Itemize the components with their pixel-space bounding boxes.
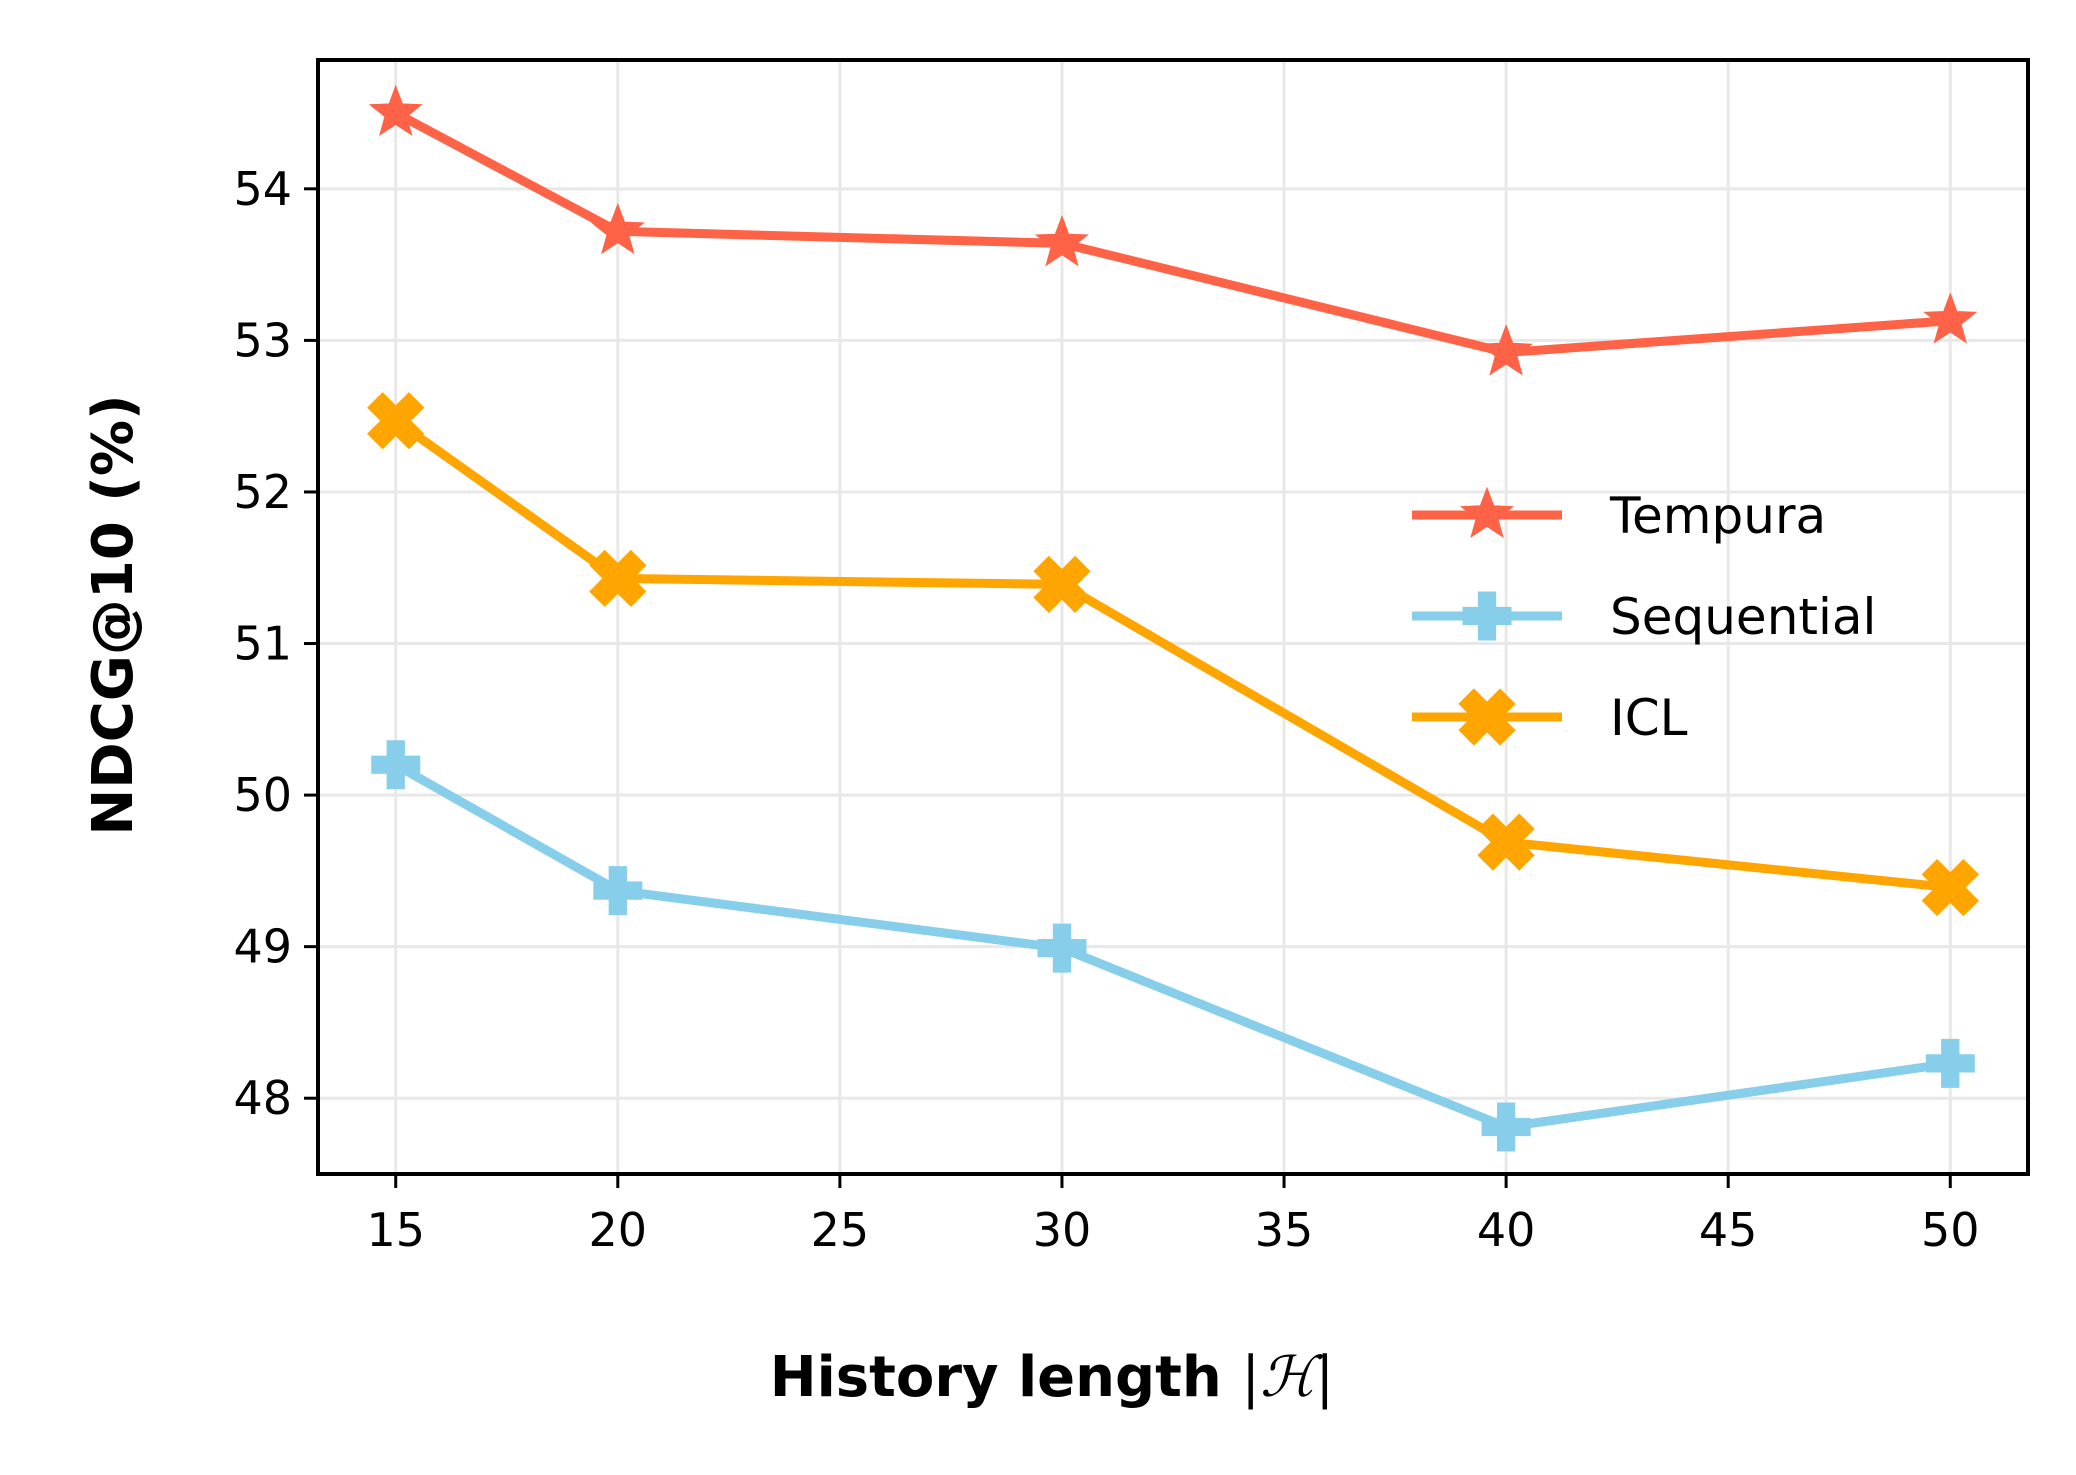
series-layer [367,84,1979,1152]
data-point-sequential [1925,1038,1975,1088]
data-point-icl [1477,813,1535,871]
x-axis-title: History length |ℋ| [770,1345,1335,1410]
x-axis: 15 20 25 30 35 40 45 50 [366,1174,1980,1257]
x-tick-label: 40 [1477,1203,1536,1257]
data-point-tempura [1034,214,1089,267]
data-point-sequential [1481,1102,1531,1152]
legend-star-icon [1459,486,1515,538]
data-point-tempura [1479,324,1534,376]
series-sequential [371,740,1975,1152]
x-tick-label: 30 [1033,1203,1092,1257]
y-tick-label: 52 [233,465,292,519]
y-tick-label: 54 [233,162,292,216]
data-point-icl [1921,858,1979,917]
x-axis-title-text: History length [770,1345,1242,1410]
legend-plus-icon [1462,591,1512,641]
x-tick-label: 20 [589,1203,648,1257]
legend-label-tempura: Tempura [1609,487,1826,545]
legend: Tempura Sequential ICL [1412,486,1876,747]
data-point-icl [367,392,425,450]
y-tick-label: 51 [233,617,292,671]
y-axis-title: NDCG@10 (%) [81,394,146,835]
x-tick-label: 35 [1255,1203,1314,1257]
data-point-icl [589,549,647,607]
x-tick-label: 50 [1921,1203,1980,1257]
legend-x-icon [1458,688,1516,746]
x-tick-label: 45 [1699,1203,1758,1257]
y-tick-label: 48 [233,1071,292,1125]
legend-label-icl: ICL [1610,689,1688,747]
data-point-icl [1033,555,1091,614]
legend-item-tempura: Tempura [1412,486,1826,545]
x-tick-label: 25 [811,1203,870,1257]
data-point-tempura [590,202,645,255]
data-point-sequential [593,866,643,916]
series-tempura [368,84,1978,376]
data-point-tempura [1923,292,1978,344]
x-axis-title-math: |ℋ| [1241,1345,1334,1410]
data-point-sequential [1037,923,1087,973]
y-tick-label: 53 [233,313,292,367]
data-point-sequential [371,740,421,790]
x-tick-label: 15 [366,1203,425,1257]
y-tick-label: 50 [233,768,292,822]
plot-area [316,58,2030,1176]
data-point-tempura [368,84,423,137]
y-tick-label: 49 [233,920,292,974]
legend-item-sequential: Sequential [1412,588,1876,646]
y-axis: 48 49 50 51 52 53 54 [233,162,318,1125]
series-icl [367,392,1979,917]
legend-item-icl: ICL [1412,688,1688,747]
legend-label-sequential: Sequential [1610,588,1876,646]
